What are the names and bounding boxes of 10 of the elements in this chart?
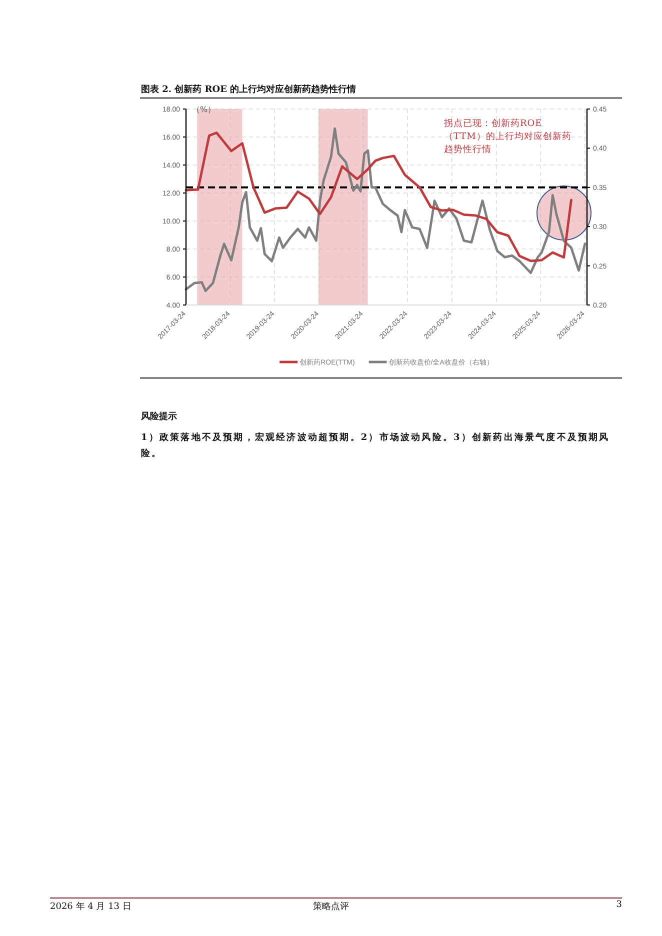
text: 1）政策落地不及预期，宏观经济波动超预期。2）市场波动风险。3）创新药出海景气度不及预期风险。	[141, 431, 611, 461]
chart-title: 图表 2. 创新药 ROE 的上行均对应创新药趋势性行情	[141, 84, 356, 95]
text: 策略点评	[312, 900, 350, 913]
line-series	[184, 132, 572, 262]
y-axis-title: （%）	[192, 105, 216, 114]
line-series	[184, 127, 586, 292]
text: 3	[615, 900, 622, 910]
annotation: 拐点已现：创新药ROE（TTM）的上行均对应创新药趋势性行情	[444, 118, 572, 157]
text: 2026 年 4 月 13 日	[50, 900, 132, 913]
text: 风险提示	[141, 410, 177, 423]
